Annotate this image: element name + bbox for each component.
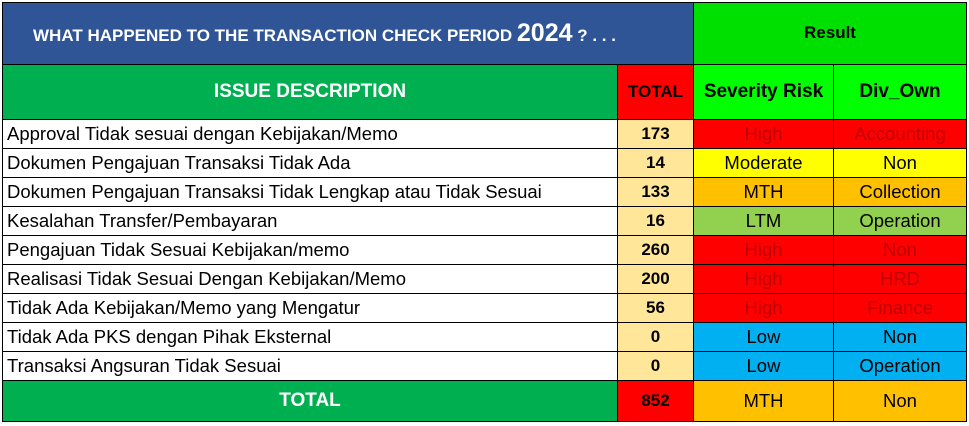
issue-description-cell[interactable]: Tidak Ada PKS dengan Pihak Eksternal	[2, 322, 618, 352]
severity-risk-cell[interactable]: LTM	[693, 206, 834, 236]
issue-description-cell[interactable]: Pengajuan Tidak Sesuai Kebijakan/memo	[2, 235, 618, 265]
total-cell[interactable]: 0	[617, 322, 694, 352]
table-row: Dokumen Pengajuan Transaksi Tidak Lengka…	[2, 177, 967, 207]
grand-total-cell[interactable]: 852	[617, 380, 694, 422]
result-header[interactable]: Result	[693, 2, 967, 65]
severity-risk-cell[interactable]: High	[693, 119, 834, 149]
div-own-cell[interactable]: Non	[833, 148, 967, 178]
severity-risk-header[interactable]: Severity Risk	[693, 64, 834, 120]
div-own-header[interactable]: Div_Own	[833, 64, 967, 120]
total-cell[interactable]: 14	[617, 148, 694, 178]
title-year: 2024	[516, 19, 573, 47]
title-cell: WHAT HAPPENED TO THE TRANSACTION CHECK P…	[2, 2, 694, 65]
issue-description-header[interactable]: ISSUE DESCRIPTION	[2, 64, 618, 120]
column-header-row: ISSUE DESCRIPTION TOTAL Severity Risk Di…	[2, 64, 967, 120]
div-own-cell[interactable]: Operation	[833, 206, 967, 236]
div-own-cell[interactable]: Non	[833, 322, 967, 352]
issue-description-cell[interactable]: Tidak Ada Kebijakan/Memo yang Mengatur	[2, 293, 618, 323]
total-severity-cell[interactable]: MTH	[693, 380, 834, 422]
table-row: Realisasi Tidak Sesuai Dengan Kebijakan/…	[2, 264, 967, 294]
div-own-cell[interactable]: HRD	[833, 264, 967, 294]
div-own-cell[interactable]: Operation	[833, 351, 967, 381]
total-cell[interactable]: 200	[617, 264, 694, 294]
total-row: TOTAL 852 MTH Non	[2, 380, 967, 422]
total-cell[interactable]: 260	[617, 235, 694, 265]
table-row: Dokumen Pengajuan Transaksi Tidak Ada 14 M…	[2, 148, 967, 178]
title-suffix: ? . . .	[572, 26, 616, 45]
severity-risk-cell[interactable]: High	[693, 264, 834, 294]
total-cell[interactable]: 0	[617, 351, 694, 381]
table-row: Transaksi Angsuran Tidak Sesuai 0 Low Opera…	[2, 351, 967, 381]
total-label-cell[interactable]: TOTAL	[2, 380, 618, 422]
div-own-cell[interactable]: Accounting	[833, 119, 967, 149]
div-own-cell[interactable]: Collection	[833, 177, 967, 207]
total-cell[interactable]: 16	[617, 206, 694, 236]
total-cell[interactable]: 56	[617, 293, 694, 323]
div-own-cell[interactable]: Finance	[833, 293, 967, 323]
table-row: Approval Tidak sesuai dengan Kebijakan/M…	[2, 119, 967, 149]
table-row: Kesalahan Transfer/Pembayaran 16 LTM Operat…	[2, 206, 967, 236]
severity-risk-cell[interactable]: High	[693, 293, 834, 323]
severity-risk-cell[interactable]: Low	[693, 322, 834, 352]
severity-risk-cell[interactable]: Low	[693, 351, 834, 381]
total-cell[interactable]: 173	[617, 119, 694, 149]
title-row: WHAT HAPPENED TO THE TRANSACTION CHECK P…	[2, 2, 967, 65]
total-div-own-cell[interactable]: Non	[833, 380, 967, 422]
severity-risk-cell[interactable]: MTH	[693, 177, 834, 207]
total-header[interactable]: TOTAL	[617, 64, 694, 120]
issue-description-cell[interactable]: Approval Tidak sesuai dengan Kebijakan/M…	[2, 119, 618, 149]
severity-risk-cell[interactable]: High	[693, 235, 834, 265]
issue-description-cell[interactable]: Transaksi Angsuran Tidak Sesuai	[2, 351, 618, 381]
title-text: WHAT HAPPENED TO THE TRANSACTION CHECK P…	[33, 26, 517, 45]
div-own-cell[interactable]: Non	[833, 235, 967, 265]
total-cell[interactable]: 133	[617, 177, 694, 207]
issue-description-cell[interactable]: Kesalahan Transfer/Pembayaran	[2, 206, 618, 236]
table-row: Pengajuan Tidak Sesuai Kebijakan/memo 260…	[2, 235, 967, 265]
table-row: Tidak Ada PKS dengan Pihak Eksternal 0 Low…	[2, 322, 967, 352]
issue-description-cell[interactable]: Dokumen Pengajuan Transaksi Tidak Lengka…	[2, 177, 618, 207]
table-row: Tidak Ada Kebijakan/Memo yang Mengatur 56…	[2, 293, 967, 323]
issue-description-cell[interactable]: Realisasi Tidak Sesuai Dengan Kebijakan/…	[2, 264, 618, 294]
severity-risk-cell[interactable]: Moderate	[693, 148, 834, 178]
issue-description-cell[interactable]: Dokumen Pengajuan Transaksi Tidak Ada	[2, 148, 618, 178]
